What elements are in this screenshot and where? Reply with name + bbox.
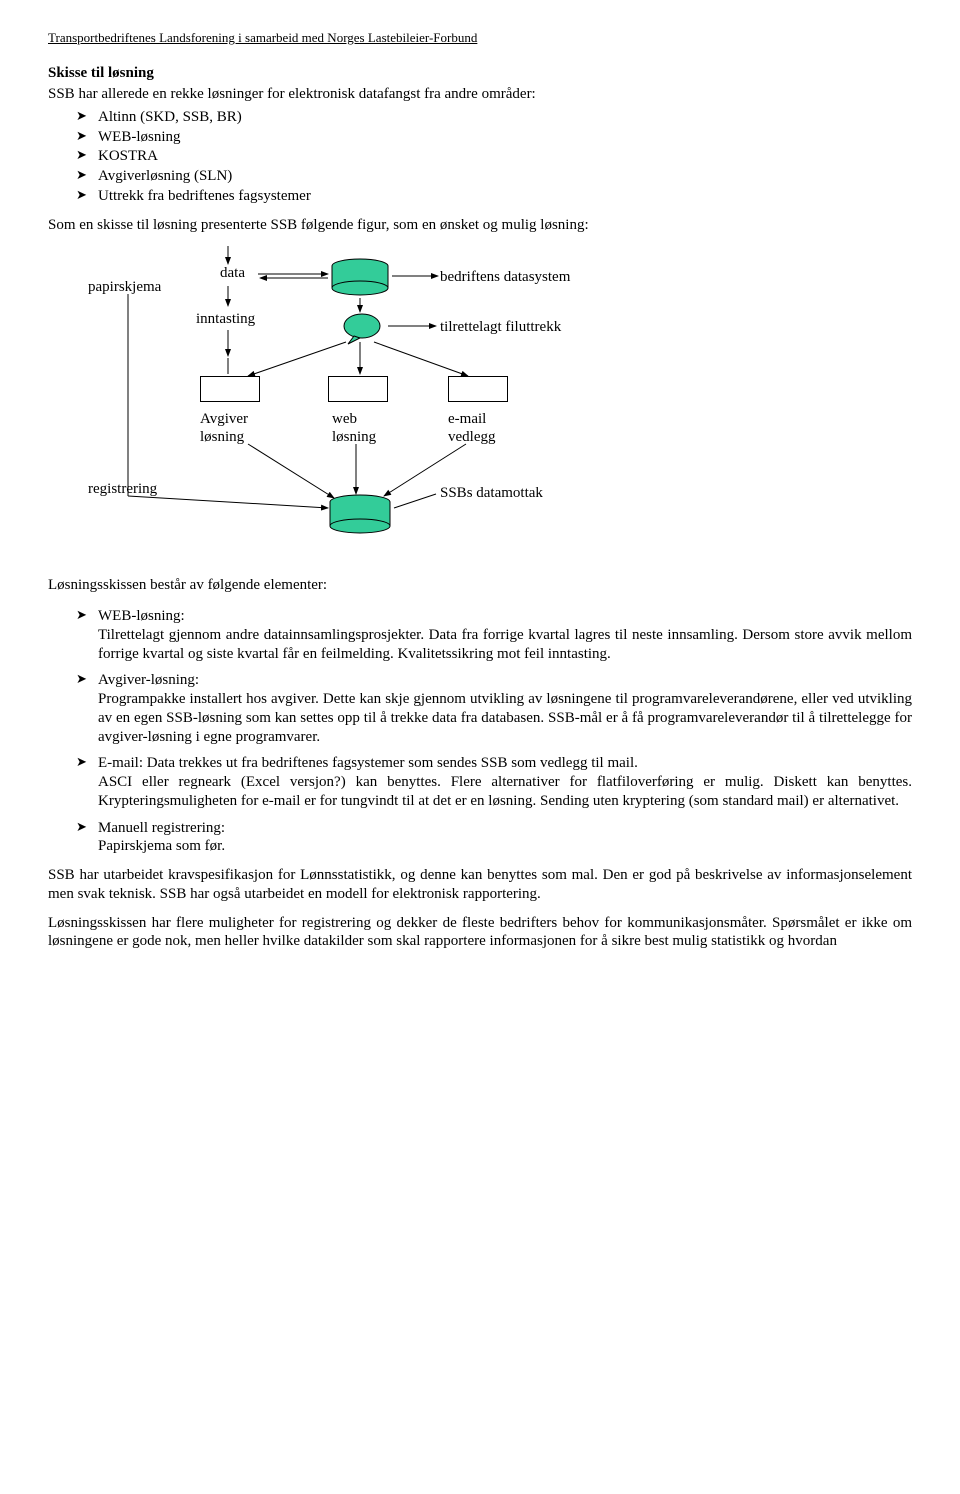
section-title: Skisse til løsning bbox=[48, 64, 912, 83]
list-item: KOSTRA bbox=[76, 147, 912, 166]
list-item: Uttrekk fra bedriftenes fagsystemer bbox=[76, 187, 912, 206]
label-avgiver1: Avgiver bbox=[200, 410, 248, 429]
closing-para-1: SSB har utarbeidet kravspesifikasjon for… bbox=[48, 866, 912, 904]
element-body: Programpakke installert hos avgiver. Det… bbox=[98, 690, 912, 746]
elements-title: Løsningsskissen består av følgende eleme… bbox=[48, 576, 912, 595]
list-item: Avgiverløsning (SLN) bbox=[76, 167, 912, 186]
label-web2: løsning bbox=[332, 428, 376, 447]
element-label: E-mail: Data trekkes ut fra bedriftenes … bbox=[76, 754, 912, 773]
element-label: Avgiver-løsning: bbox=[76, 671, 912, 690]
element-block: Manuell registrering: Papirskjema som fø… bbox=[76, 819, 912, 857]
label-tilrettelagt: tilrettelagt filuttrekk bbox=[440, 318, 561, 337]
label-data: data bbox=[220, 264, 245, 283]
label-avgiver2: løsning bbox=[200, 428, 244, 447]
element-label: WEB-løsning: bbox=[76, 607, 912, 626]
speech-bubble-icon bbox=[342, 312, 382, 346]
label-web1: web bbox=[332, 410, 357, 429]
label-email2: vedlegg bbox=[448, 428, 495, 447]
box-email bbox=[448, 376, 508, 402]
element-label: Manuell registrering: bbox=[76, 819, 912, 838]
box-avgiver bbox=[200, 376, 260, 402]
box-web bbox=[328, 376, 388, 402]
closing-para-2: Løsningsskissen har flere muligheter for… bbox=[48, 914, 912, 952]
label-ssb: SSBs datamottak bbox=[440, 484, 543, 503]
element-block: Avgiver-løsning: Programpakke installert… bbox=[76, 671, 912, 746]
element-body: ASCI eller regneark (Excel versjon?) kan… bbox=[98, 773, 912, 811]
element-block: WEB-løsning: Tilrettelagt gjennom andre … bbox=[76, 607, 912, 663]
cylinder-bottom-icon bbox=[328, 494, 392, 536]
label-registrering: registrering bbox=[88, 480, 157, 499]
label-inntasting: inntasting bbox=[196, 310, 255, 329]
intro-bullet-list: Altinn (SKD, SSB, BR) WEB-løsning KOSTRA… bbox=[76, 108, 912, 206]
list-item: Altinn (SKD, SSB, BR) bbox=[76, 108, 912, 127]
cylinder-top-icon bbox=[330, 258, 390, 298]
label-bedriftens: bedriftens datasystem bbox=[440, 268, 570, 287]
label-papirskjema: papirskjema bbox=[88, 278, 161, 297]
element-body: Papirskjema som før. bbox=[98, 837, 912, 856]
element-body: Tilrettelagt gjennom andre datainnsamlin… bbox=[98, 626, 912, 664]
skisse-line: Som en skisse til løsning presenterte SS… bbox=[48, 216, 912, 235]
solution-diagram: papirskjema data inntasting bedriftens d… bbox=[88, 246, 648, 566]
label-email1: e-mail bbox=[448, 410, 486, 429]
element-block: E-mail: Data trekkes ut fra bedriftenes … bbox=[76, 754, 912, 810]
list-item: WEB-løsning bbox=[76, 128, 912, 147]
page-header: Transportbedriftenes Landsforening i sam… bbox=[48, 30, 912, 46]
intro-text: SSB har allerede en rekke løsninger for … bbox=[48, 85, 912, 104]
